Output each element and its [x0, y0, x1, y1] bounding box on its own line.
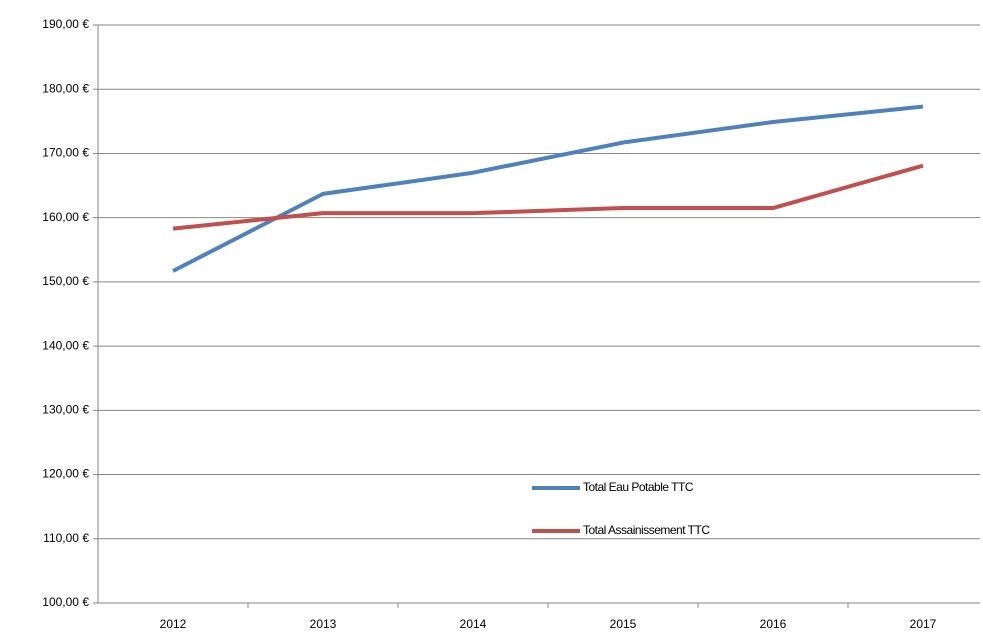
x-tick-label: 2012: [160, 617, 187, 631]
legend-label: Total Assainissement TTC: [583, 523, 710, 537]
x-tick-label: 2016: [760, 617, 787, 631]
y-tick-label: 120,00 €: [42, 467, 89, 481]
y-tick-label: 150,00 €: [42, 274, 89, 288]
x-tick-label: 2017: [910, 617, 937, 631]
legend-label: Total Eau Potable TTC: [583, 480, 694, 494]
x-tick-label: 2013: [310, 617, 337, 631]
y-tick-label: 170,00 €: [42, 146, 89, 160]
y-tick-label: 140,00 €: [42, 338, 89, 352]
y-tick-label: 130,00 €: [42, 403, 89, 417]
series-line: [172, 163, 924, 231]
y-tick-label: 180,00 €: [42, 81, 89, 95]
y-tick-label: 160,00 €: [42, 210, 89, 224]
x-tick-label: 2014: [460, 617, 487, 631]
y-tick-label: 190,00 €: [42, 17, 89, 31]
y-tick-label: 110,00 €: [43, 531, 89, 545]
x-tick-label: 2015: [610, 617, 637, 631]
series-line: [172, 104, 924, 273]
y-tick-label: 100,00 €: [42, 595, 89, 609]
